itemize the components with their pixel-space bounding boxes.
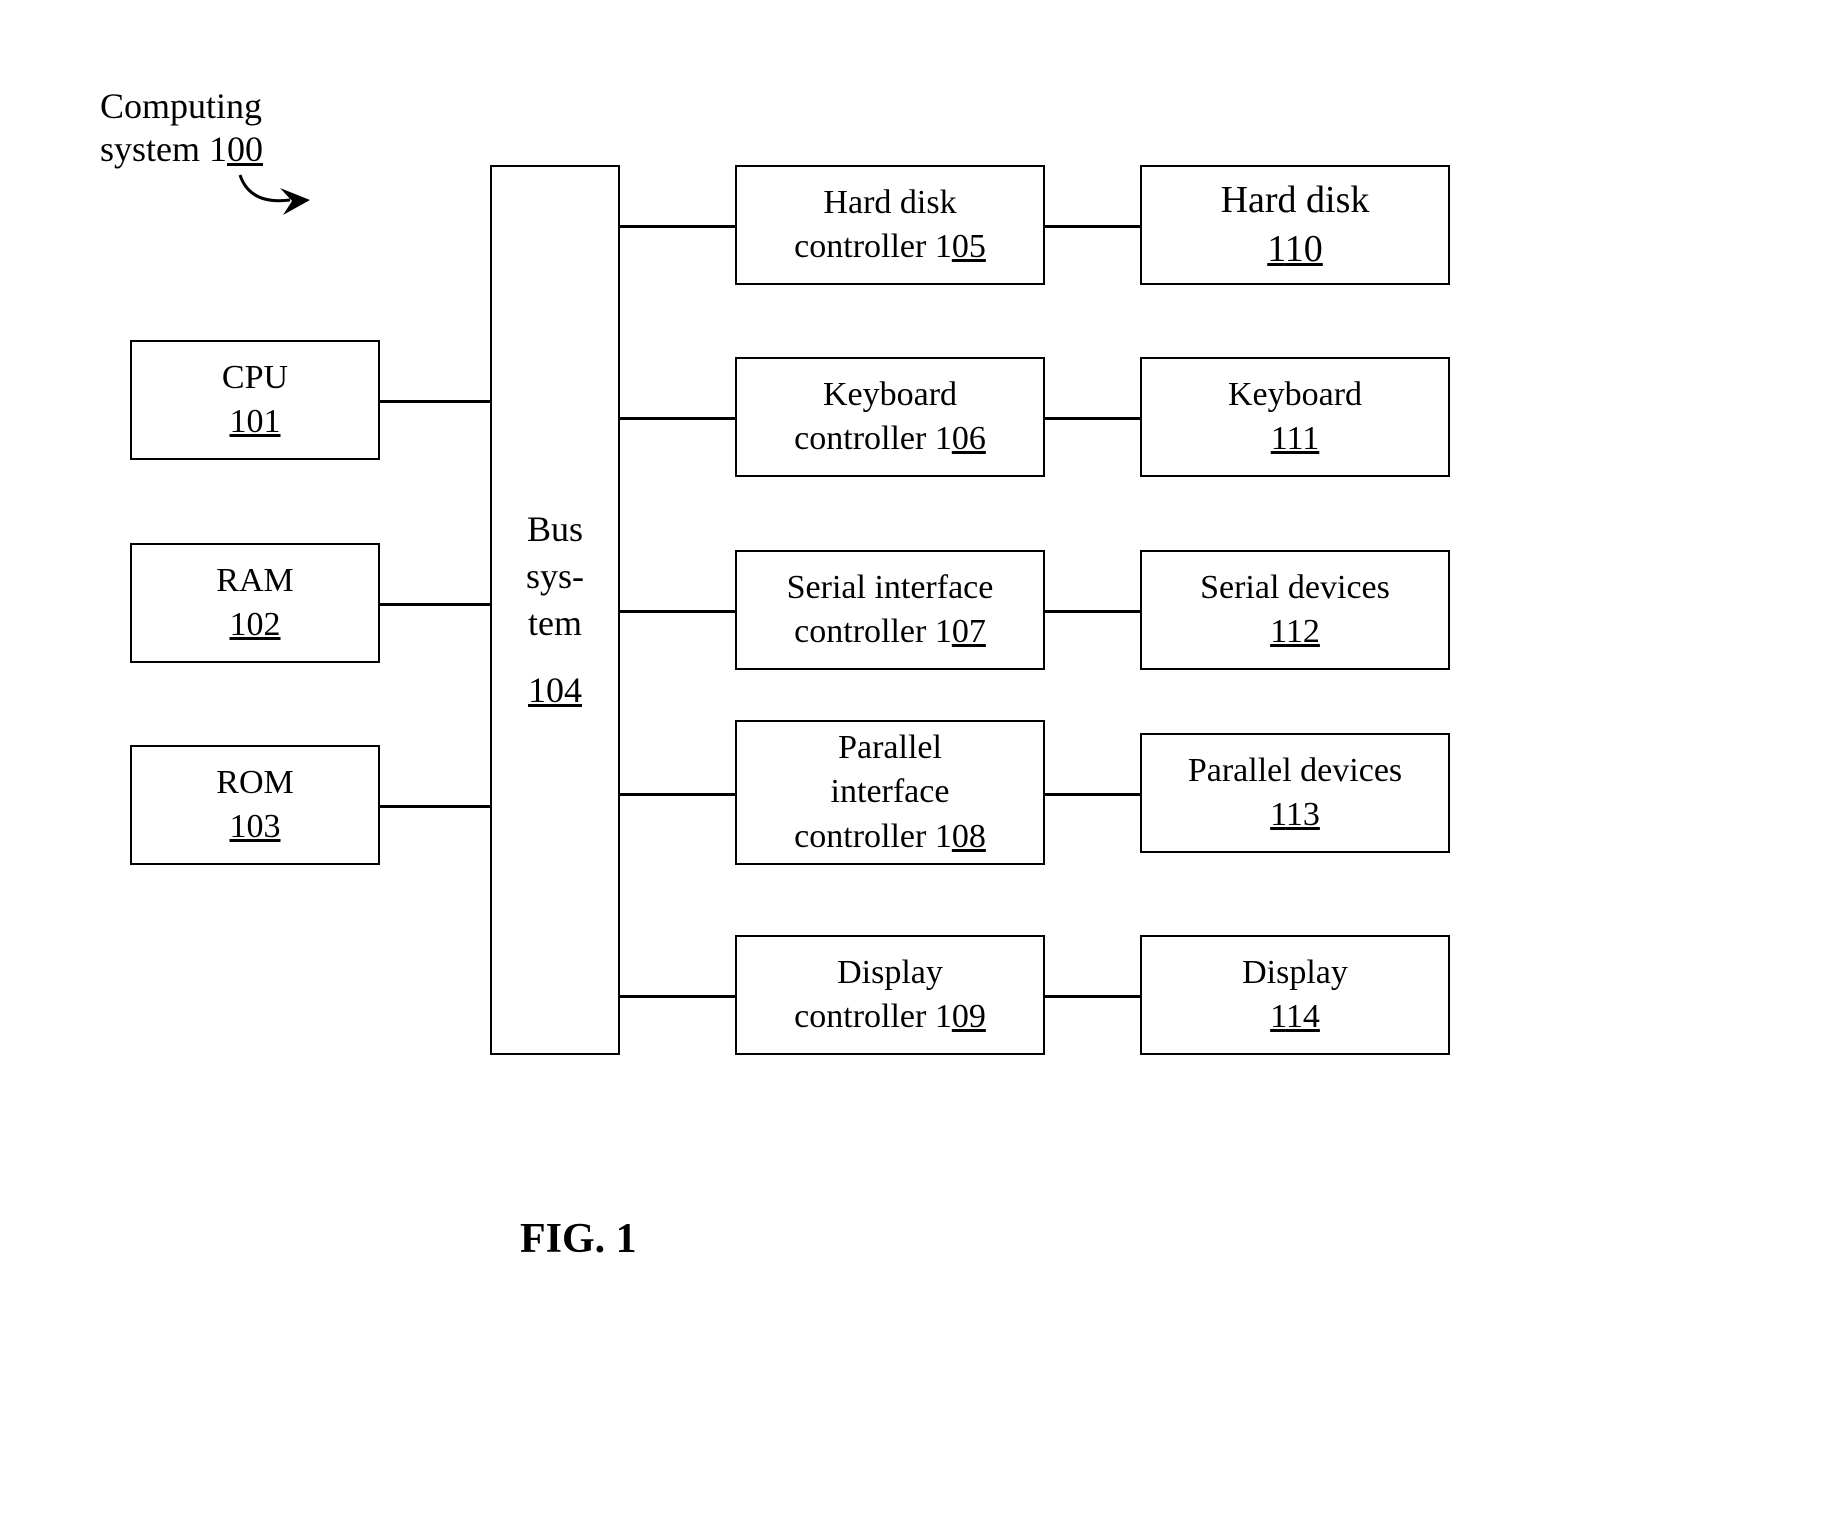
title-arrow-icon (0, 0, 400, 250)
node-cpu: CPU 101 (130, 340, 380, 460)
edge-ram-bus (380, 603, 490, 606)
node-bus: Bus sys- tem 104 (490, 165, 620, 1055)
hd-ref: 110 (1267, 225, 1323, 274)
bus-ref: 104 (528, 667, 582, 714)
kbc-label-1: Keyboard (823, 373, 957, 417)
bus-label-1: Bus (527, 506, 583, 553)
block-diagram: Computing system 100 CPU 101 RAM 102 ROM… (0, 0, 1842, 1529)
edge-bus-hdc (620, 225, 735, 228)
dc-label-1: Display (837, 951, 943, 995)
node-keyboard: Keyboard 111 (1140, 357, 1450, 477)
ram-ref: 102 (230, 603, 281, 647)
edge-dc-disp (1045, 995, 1140, 998)
edge-bus-dc (620, 995, 735, 998)
kb-label: Keyboard (1228, 373, 1362, 417)
node-display: Display 114 (1140, 935, 1450, 1055)
pic-label-1: Parallel (838, 726, 942, 770)
edge-hdc-hd (1045, 225, 1140, 228)
node-parallel-interface-controller: Parallel interface controller 108 (735, 720, 1045, 865)
hdc-label-1: Hard disk (823, 181, 956, 225)
ram-label: RAM (216, 559, 293, 603)
node-parallel-devices: Parallel devices 113 (1140, 733, 1450, 853)
edge-sic-sd (1045, 610, 1140, 613)
disp-ref: 114 (1270, 995, 1320, 1039)
hdc-label-2: controller 105 (794, 225, 986, 269)
sd-ref: 112 (1270, 610, 1320, 654)
pd-ref: 113 (1270, 793, 1320, 837)
node-keyboard-controller: Keyboard controller 106 (735, 357, 1045, 477)
rom-ref: 103 (230, 805, 281, 849)
pic-label-3: controller 108 (794, 815, 986, 859)
node-hard-disk-controller: Hard disk controller 105 (735, 165, 1045, 285)
kb-ref: 111 (1271, 417, 1320, 461)
pic-label-2: interface (831, 770, 950, 814)
bus-label-3: tem (528, 600, 582, 647)
dc-label-2: controller 109 (794, 995, 986, 1039)
node-hard-disk: Hard disk 110 (1140, 165, 1450, 285)
edge-bus-sic (620, 610, 735, 613)
node-serial-devices: Serial devices 112 (1140, 550, 1450, 670)
cpu-ref: 101 (230, 400, 281, 444)
edge-pic-pd (1045, 793, 1140, 796)
sic-label-1: Serial interface (787, 566, 994, 610)
node-rom: ROM 103 (130, 745, 380, 865)
edge-bus-pic (620, 793, 735, 796)
bus-label-2: sys- (526, 553, 584, 600)
node-serial-interface-controller: Serial interface controller 107 (735, 550, 1045, 670)
node-display-controller: Display controller 109 (735, 935, 1045, 1055)
kbc-label-2: controller 106 (794, 417, 986, 461)
sd-label: Serial devices (1200, 566, 1390, 610)
hd-label: Hard disk (1221, 176, 1370, 225)
cpu-label: CPU (222, 356, 288, 400)
node-ram: RAM 102 (130, 543, 380, 663)
sic-label-2: controller 107 (794, 610, 986, 654)
pd-label: Parallel devices (1188, 749, 1402, 793)
disp-label: Display (1242, 951, 1348, 995)
figure-label: FIG. 1 (520, 1215, 637, 1263)
edge-kbc-kb (1045, 417, 1140, 420)
edge-rom-bus (380, 805, 490, 808)
rom-label: ROM (216, 761, 293, 805)
edge-cpu-bus (380, 400, 490, 403)
edge-bus-kbc (620, 417, 735, 420)
